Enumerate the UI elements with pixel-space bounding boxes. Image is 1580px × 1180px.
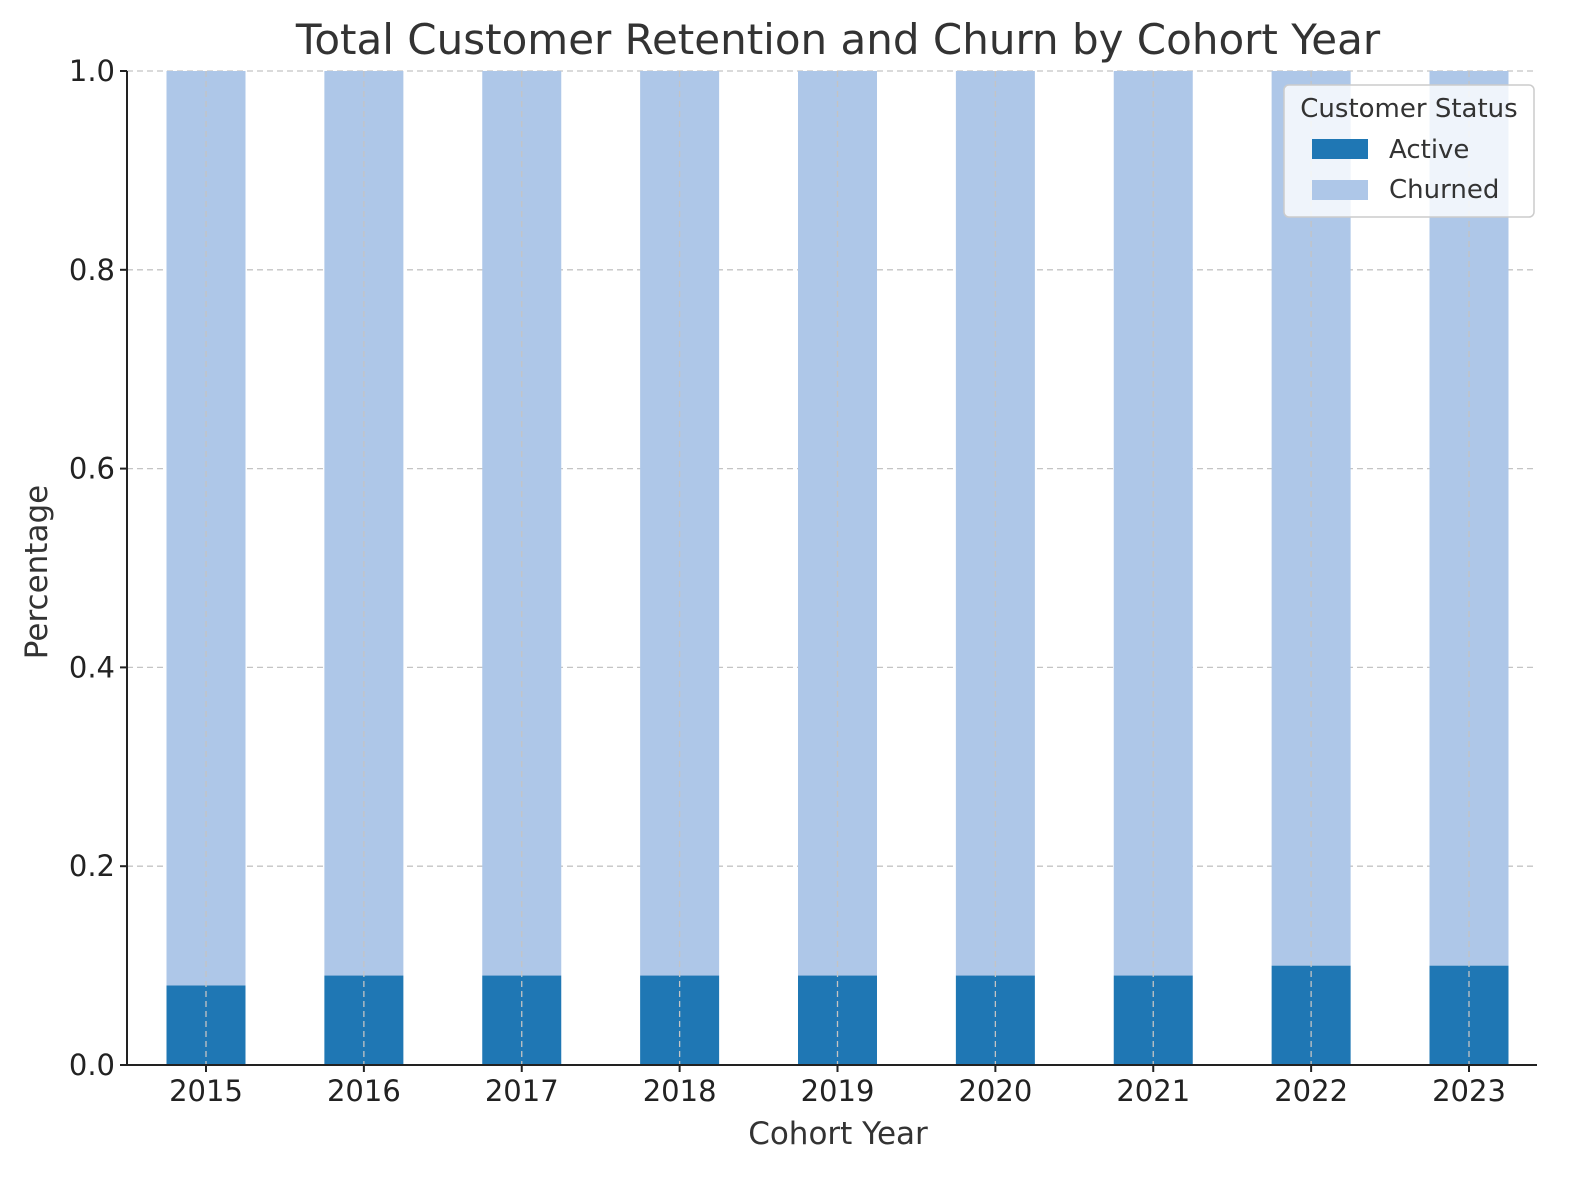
x-axis-label: Cohort Year xyxy=(748,1116,928,1152)
axes: 0.0 0.2 0.4 0.6 0.8 1.0 2015 2016 2017 2018 2019 20… xyxy=(69,54,1537,1108)
legend-label-active: Active xyxy=(1389,135,1469,165)
bar-active-2019 xyxy=(798,975,877,1065)
bar-active-2017 xyxy=(482,975,562,1065)
bar-active-2016 xyxy=(324,975,404,1065)
chart-title: Total Customer Retention and Churn by Co… xyxy=(295,15,1381,64)
x-tick-label-2017: 2017 xyxy=(485,1074,559,1108)
y-tick-label-1: 0.2 xyxy=(69,849,115,883)
bar-churned-2015 xyxy=(166,71,246,986)
vertical-gridlines xyxy=(205,71,1470,1065)
x-tick-label-2015: 2015 xyxy=(169,1074,243,1108)
y-tick-label-2: 0.4 xyxy=(69,650,115,684)
x-tick-label-2018: 2018 xyxy=(643,1074,717,1108)
bar-active-2020 xyxy=(955,975,1035,1065)
legend-label-churned: Churned xyxy=(1389,175,1499,205)
bar-active-2018 xyxy=(640,975,720,1065)
legend-swatch-active xyxy=(1312,139,1368,159)
y-axis-label: Percentage xyxy=(19,485,55,659)
legend-title: Customer Status xyxy=(1300,94,1517,124)
x-tick-label-2016: 2016 xyxy=(327,1074,401,1108)
x-tick-label-2019: 2019 xyxy=(801,1074,875,1108)
legend-swatch-churned xyxy=(1312,180,1368,200)
x-tick-label-2022: 2022 xyxy=(1274,1074,1348,1108)
y-tick-label-0: 0.0 xyxy=(69,1048,115,1082)
legend: Customer Status Active Churned xyxy=(1283,84,1535,218)
x-tick-label-2023: 2023 xyxy=(1432,1074,1506,1108)
x-tick-label-2021: 2021 xyxy=(1116,1074,1190,1108)
y-tick-label-5: 1.0 xyxy=(69,54,115,88)
y-tick-label-3: 0.6 xyxy=(69,452,115,486)
x-tick-label-2020: 2020 xyxy=(958,1074,1032,1108)
y-tick-label-4: 0.8 xyxy=(69,253,115,287)
bar-active-2021 xyxy=(1113,975,1193,1065)
